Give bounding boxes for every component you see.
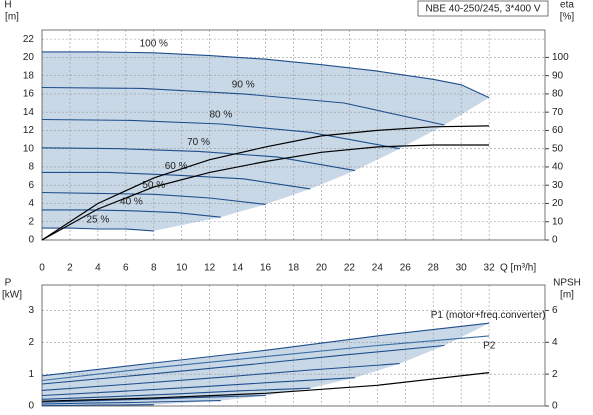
x-tick-label: 2 [67,263,73,274]
y-axis-title: P [5,278,12,289]
plot-frame [41,29,546,241]
curve-label: 60 % [165,161,188,172]
x-tick-label: 10 [176,263,188,274]
curve [41,191,266,205]
curve [41,394,266,403]
y-tick-label: 8 [28,162,34,173]
y-tick-label: 0 [28,235,34,246]
y-tick-label: 12 [23,125,35,136]
y-tick-label: 2 [28,216,34,227]
x-tick-label: 14 [232,263,244,274]
chart-title: NBE 40-250/245, 3*400 V [425,4,540,15]
curve [42,209,221,218]
y2-axis-unit: [m] [560,290,574,301]
y2-tick-label: 4 [552,337,558,348]
curve [41,147,356,172]
y-tick-label: 22 [23,34,35,45]
x-tick-label: 24 [372,263,384,274]
y-tick-label: 10 [23,143,35,154]
y2-axis-title: NPSH [553,278,581,289]
curve [42,51,490,99]
x-tick-label: 16 [260,263,272,274]
x-tick-label: 28 [428,263,440,274]
x-tick-label: 20 [316,263,328,274]
y-axis-unit: [kW] [2,290,22,301]
curve-label: 90 % [232,80,255,91]
x-tick-label: 6 [123,263,129,274]
y2-axis-title: eta [560,0,574,11]
curve [41,400,221,405]
curve-label: 25 % [86,215,109,226]
y-tick-label: 4 [28,198,34,209]
secondary-curve [41,372,490,402]
curve-label: 100 % [140,38,168,49]
x-tick-label: 32 [484,263,496,274]
curve [41,377,356,397]
y-tick-label: 2 [28,337,34,348]
curve [41,344,445,385]
y-tick-label: 16 [23,89,35,100]
y-tick-label: 6 [28,180,34,191]
curve [41,335,490,382]
secondary-curve [41,144,490,241]
y-tick-label: 18 [23,70,35,81]
x-tick-label: 18 [288,263,300,274]
x-tick-label: 4 [95,263,101,274]
y2-tick-label: 50 [552,143,564,154]
y2-tick-label: 60 [552,125,564,136]
curve [41,118,400,150]
curve [41,86,445,126]
curve [41,363,400,391]
curve [41,387,311,400]
curve-label: 50 % [142,180,165,191]
y-axis-title: H [4,0,11,11]
y-axis-unit: [m] [5,12,19,23]
x-tick-label: 26 [400,263,412,274]
curve [41,404,154,407]
y2-tick-label: 40 [552,162,564,173]
y2-tick-label: 20 [552,198,564,209]
secondary-curve [41,125,490,241]
y2-tick-label: 10 [552,216,564,227]
y-tick-label: 1 [28,369,34,380]
y2-tick-label: 90 [552,70,564,81]
x-axis-title: Q [m³/h] [500,263,536,274]
x-tick-label: 12 [204,263,216,274]
title-box [417,0,549,17]
y2-tick-label: 80 [552,89,564,100]
curve-label: P2 [483,341,496,352]
y2-tick-label: 6 [552,305,558,316]
y2-tick-label: 70 [552,107,564,118]
curve-label: 80 % [209,110,232,121]
y2-tick-label: 0 [552,401,558,412]
curve [41,322,490,377]
y-tick-label: 14 [23,107,35,118]
x-tick-label: 8 [151,263,157,274]
y-tick-label: 0 [28,401,34,412]
curve-label: 40 % [120,196,143,207]
x-tick-label: 30 [456,263,468,274]
x-tick-label: 0 [39,263,45,274]
x-tick-label: 22 [344,263,356,274]
curve-label: 70 % [187,137,210,148]
y-tick-label: 20 [23,52,35,63]
y2-tick-label: 100 [552,52,569,63]
y-tick-label: 3 [28,305,34,316]
y2-tick-label: 0 [552,235,558,246]
y2-tick-label: 2 [552,369,558,380]
plot-frame [41,284,546,407]
y2-tick-label: 30 [552,180,564,191]
curve-label: P1 (motor+freq.converter) [431,310,546,321]
y2-axis-unit: [%] [560,12,575,23]
curve [42,171,311,190]
